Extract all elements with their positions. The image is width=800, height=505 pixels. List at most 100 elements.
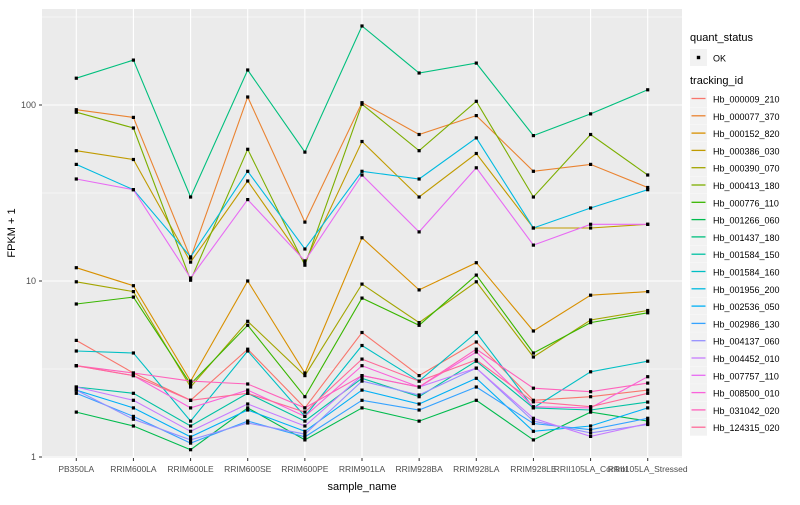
- point-OK: [189, 278, 193, 282]
- point-OK: [531, 421, 535, 426]
- point-OK: [360, 102, 364, 106]
- point-OK: [360, 139, 364, 144]
- series-points-Hb_124315_020: [74, 357, 650, 414]
- point-OK: [246, 382, 250, 386]
- point-OK: [474, 261, 478, 265]
- point-OK: [646, 421, 650, 426]
- legend-item-label: Hb_007757_110: [713, 371, 779, 381]
- legend-quant-items: OK: [690, 49, 726, 66]
- legend-item-label: Hb_001266_060: [713, 216, 780, 226]
- legend-item-label: Hb_031042_020: [713, 406, 780, 416]
- point-OK: [360, 406, 364, 410]
- point-OK: [531, 243, 535, 247]
- point-OK: [417, 71, 421, 75]
- point-OK: [360, 364, 364, 368]
- point-OK: [303, 263, 307, 267]
- point-OK: [246, 147, 250, 151]
- point-OK: [74, 162, 78, 166]
- point-OK: [531, 386, 535, 390]
- legend-item-Hb_031042_020: Hb_031042_020: [690, 401, 780, 419]
- point-OK: [189, 385, 193, 389]
- point-OK: [131, 398, 135, 402]
- legend-item-label: OK: [713, 54, 726, 64]
- x-tick-label: PB350LA: [58, 464, 94, 474]
- x-tick-label: RRIM600PE: [281, 464, 329, 474]
- point-OK: [589, 395, 593, 399]
- point-OK: [74, 364, 78, 368]
- legend-quant-status-title: quant_status: [690, 32, 753, 44]
- legend-key-point: [696, 55, 701, 60]
- point-OK: [74, 410, 78, 414]
- point-OK: [417, 379, 421, 383]
- point-OK: [417, 408, 421, 412]
- point-OK: [417, 230, 421, 234]
- point-OK: [74, 388, 78, 392]
- point-OK: [474, 99, 478, 103]
- point-OK: [589, 112, 593, 116]
- point-OK: [589, 370, 593, 374]
- point-OK: [303, 261, 307, 265]
- legend-item-label: Hb_002536_050: [713, 302, 780, 312]
- point-OK: [646, 308, 650, 313]
- point-OK: [589, 410, 593, 414]
- point-OK: [589, 222, 593, 226]
- point-OK: [531, 416, 535, 420]
- point-OK: [303, 406, 307, 410]
- point-OK: [531, 134, 535, 138]
- point-OK: [417, 321, 421, 325]
- point-OK: [131, 424, 135, 428]
- point-OK: [246, 347, 250, 351]
- legend-item-label: Hb_001437_180: [713, 233, 780, 243]
- legend-item-Hb_000413_180: Hb_000413_180: [690, 176, 780, 194]
- legend-item-label: Hb_008500_010: [713, 389, 780, 399]
- point-OK: [360, 357, 364, 361]
- point-OK: [246, 198, 250, 202]
- point-OK: [474, 273, 478, 277]
- point-OK: [74, 177, 78, 181]
- point-OK: [474, 347, 478, 351]
- point-OK: [189, 382, 193, 386]
- point-OK: [131, 406, 135, 410]
- point-OK: [646, 416, 650, 420]
- point-OK: [589, 405, 593, 409]
- series-points-Hb_007757_110: [74, 166, 650, 280]
- point-OK: [589, 428, 593, 432]
- point-OK: [417, 419, 421, 423]
- point-OK: [474, 61, 478, 65]
- point-OK: [531, 351, 535, 355]
- legend-item-Hb_007757_110: Hb_007757_110: [690, 366, 779, 384]
- point-OK: [303, 419, 307, 423]
- point-OK: [303, 438, 307, 442]
- legend-item-Hb_001584_150: Hb_001584_150: [690, 245, 780, 263]
- legend-item-label: Hb_001584_160: [713, 268, 780, 278]
- point-OK: [417, 177, 421, 181]
- point-OK: [189, 419, 193, 423]
- point-OK: [131, 58, 135, 62]
- point-OK: [74, 110, 78, 114]
- point-OK: [246, 68, 250, 72]
- legend-item-label: Hb_000077_370: [713, 112, 780, 122]
- point-OK: [246, 179, 250, 183]
- point-OK: [589, 226, 593, 230]
- point-OK: [74, 302, 78, 306]
- point-OK: [189, 438, 193, 442]
- legend-item-Hb_008500_010: Hb_008500_010: [690, 384, 780, 402]
- point-OK: [131, 126, 135, 130]
- series-points-Hb_000390_070: [74, 280, 650, 389]
- point-OK: [303, 432, 307, 436]
- x-tick-label: RRIM600LA: [110, 464, 157, 474]
- point-OK: [531, 400, 535, 404]
- point-OK: [360, 173, 364, 177]
- point-OK: [131, 417, 135, 421]
- series-points-Hb_000776_110: [74, 273, 650, 399]
- point-OK: [531, 195, 535, 199]
- point-OK: [531, 226, 535, 230]
- legend-tracking-items: Hb_000009_210 Hb_000077_370 Hb_000152_820 H…: [690, 90, 780, 436]
- point-OK: [246, 419, 250, 423]
- legend-item-Hb_124315_020: Hb_124315_020: [690, 418, 780, 436]
- legend-item-label: Hb_124315_020: [713, 423, 780, 433]
- point-OK: [474, 151, 478, 156]
- point-OK: [417, 385, 421, 389]
- point-OK: [189, 406, 193, 410]
- point-OK: [189, 429, 193, 433]
